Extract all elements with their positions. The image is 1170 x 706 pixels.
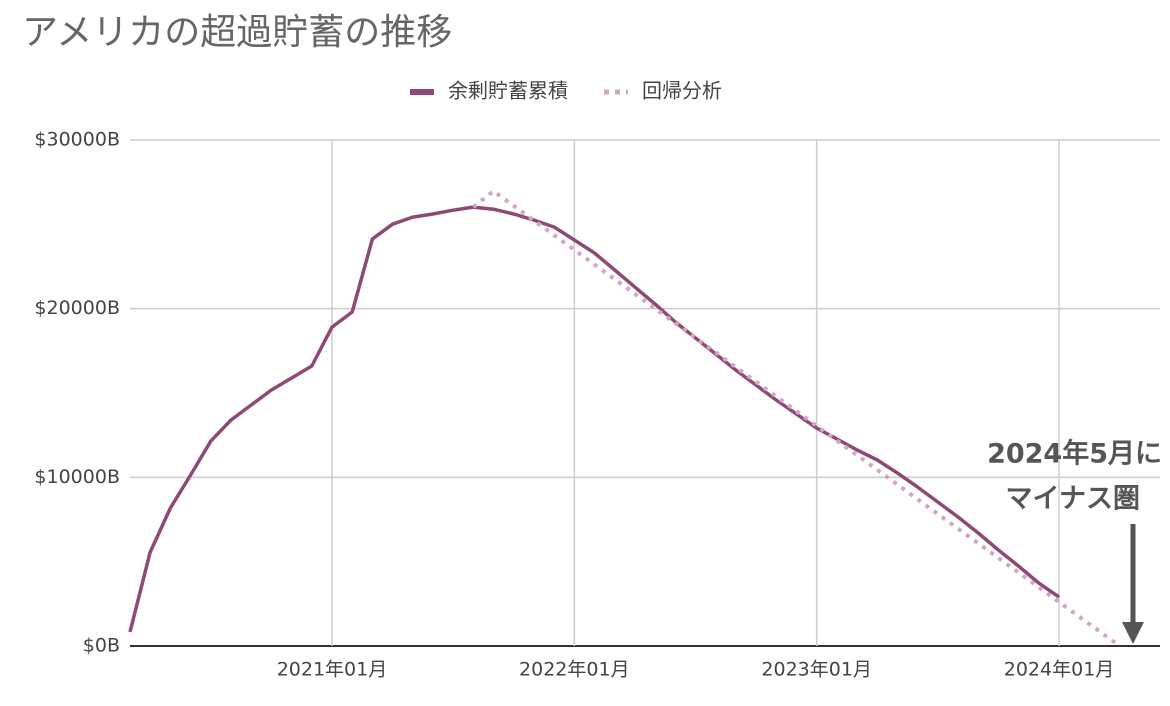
legend-label: 回帰分析 bbox=[642, 79, 722, 103]
y-tick-label: $30000B bbox=[34, 129, 120, 151]
legend-label: 余剰貯蓄累積 bbox=[448, 79, 568, 103]
x-tick-label: 2021年01月 bbox=[277, 659, 388, 681]
x-tick-label: 2023年01月 bbox=[761, 659, 872, 681]
arrow-head bbox=[1122, 622, 1144, 644]
line-series bbox=[128, 205, 1060, 633]
annotation: マイナス圏 bbox=[1006, 484, 1140, 515]
y-tick-label: $20000B bbox=[34, 297, 120, 319]
annotation: 2024年5月に bbox=[987, 438, 1162, 470]
x-tick-label: 2024年01月 bbox=[1004, 659, 1115, 681]
arrow bbox=[1122, 524, 1144, 644]
chart-title: アメリカの超過貯蓄の推移 bbox=[22, 12, 452, 53]
y-tick-label: $10000B bbox=[34, 466, 120, 488]
legend: 余剰貯蓄累積 回帰分析 bbox=[410, 79, 722, 103]
line-series bbox=[472, 189, 1121, 648]
y-tick-label: $0B bbox=[83, 635, 120, 657]
x-tick-label: 2022年01月 bbox=[519, 659, 630, 681]
